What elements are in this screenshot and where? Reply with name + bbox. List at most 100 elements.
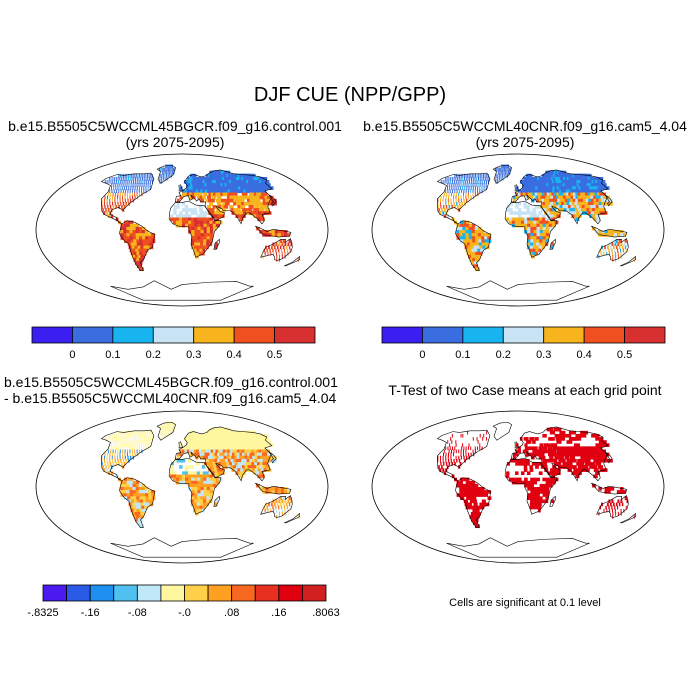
map-cell	[123, 443, 125, 447]
map-cell	[260, 474, 265, 479]
map-cell	[281, 499, 284, 504]
map-cell	[120, 230, 124, 234]
map-cell	[120, 205, 123, 209]
map-cell	[573, 211, 578, 215]
map-cell	[458, 465, 461, 469]
map-cell	[604, 245, 606, 250]
map-cell	[129, 446, 131, 451]
coastline-africa	[168, 457, 222, 515]
map-cell	[148, 176, 150, 181]
map-cell	[206, 487, 211, 491]
map-cell	[451, 449, 453, 454]
map-cell	[468, 230, 473, 234]
map-cell	[205, 186, 210, 190]
map-cell	[527, 226, 531, 231]
map-cell	[459, 236, 464, 240]
map-cell	[133, 496, 138, 500]
map-cell	[133, 258, 139, 262]
map-cell	[621, 245, 624, 250]
map-cell	[169, 170, 171, 175]
map-cell	[182, 220, 186, 225]
map-cell	[175, 217, 180, 222]
map-cell	[460, 455, 462, 460]
map-cell	[601, 455, 608, 460]
map-cell	[131, 437, 133, 441]
map-cell	[445, 462, 448, 466]
map-cell	[140, 511, 145, 516]
map-cell	[527, 230, 531, 234]
map-cell	[199, 505, 203, 510]
map-cell	[117, 449, 119, 454]
map-cell	[123, 236, 128, 240]
map-cell	[117, 433, 119, 438]
map-cell	[524, 186, 528, 190]
map-cell	[222, 201, 227, 206]
map-cell	[556, 192, 562, 197]
map-cell	[449, 443, 451, 447]
map-cell	[194, 233, 198, 237]
map-cell	[452, 452, 454, 457]
map-cell	[601, 230, 605, 234]
map-cell	[522, 186, 526, 190]
map-cell	[218, 205, 223, 209]
map-cell	[197, 496, 201, 500]
map-cell	[535, 251, 538, 256]
map-cell	[140, 245, 145, 250]
map-cell	[171, 167, 173, 172]
map-cell	[207, 186, 213, 190]
map-cell	[262, 230, 266, 234]
map-cell	[256, 214, 261, 219]
map-cell	[551, 242, 555, 247]
map-cell	[549, 449, 554, 454]
map-cell	[194, 226, 198, 231]
map-cell	[523, 205, 528, 209]
map-cell	[173, 167, 175, 172]
map-cell	[536, 477, 541, 482]
map-cell	[129, 183, 131, 187]
map-cell	[129, 483, 134, 488]
map-cell	[197, 452, 201, 457]
map-cell	[268, 487, 273, 491]
map-cell	[191, 220, 195, 225]
map-cell	[192, 176, 196, 181]
map-cell	[119, 186, 121, 190]
map-cell	[123, 180, 125, 184]
map-cell	[279, 239, 282, 243]
map-cell	[209, 493, 213, 497]
map-cell	[531, 462, 536, 466]
map-cell	[104, 180, 106, 184]
map-cell	[557, 455, 562, 460]
map-cell	[201, 449, 206, 454]
map-cell	[467, 502, 472, 507]
map-cell	[592, 214, 597, 219]
map-cell	[192, 443, 197, 447]
map-cell	[604, 230, 609, 234]
coastline-indonesia	[591, 225, 628, 238]
map-cell	[133, 183, 135, 187]
map-cell	[495, 173, 497, 178]
map-cell	[501, 164, 503, 169]
map-cell	[200, 474, 204, 479]
map-cell	[206, 477, 211, 482]
map-cell	[569, 208, 574, 212]
map-cell	[467, 173, 469, 178]
coastline-newZealand	[284, 255, 301, 267]
map-cell	[124, 176, 126, 181]
map-cell	[119, 180, 121, 184]
map-cell	[449, 186, 451, 190]
map-cell	[145, 173, 147, 178]
map-border	[35, 410, 329, 564]
map-cell	[132, 505, 137, 510]
map-cell	[456, 189, 458, 194]
map-cell	[594, 208, 601, 212]
map-cell	[281, 248, 283, 253]
map-cell	[276, 511, 278, 516]
map-cell	[209, 220, 214, 225]
map-cell	[143, 502, 148, 507]
map-cell	[186, 192, 191, 197]
map-cell	[149, 440, 151, 444]
map-cell	[454, 173, 456, 178]
map-cell	[191, 430, 195, 435]
map-cell	[440, 462, 442, 466]
map-cell	[527, 220, 531, 225]
